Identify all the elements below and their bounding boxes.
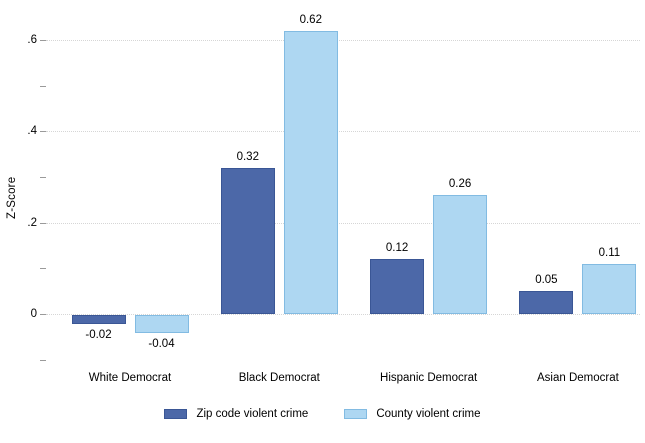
value-label: 0.26 <box>448 178 472 191</box>
gridline <box>46 222 640 224</box>
y-major-tick <box>40 39 46 41</box>
y-minor-tick <box>40 176 46 178</box>
y-tick-label: .4 <box>27 125 37 138</box>
category-label: Black Democrat <box>238 372 320 384</box>
y-minor-tick <box>40 268 46 270</box>
value-label: 0.05 <box>535 274 558 287</box>
legend: Zip code violent crime County violent cri… <box>0 408 645 420</box>
gridline <box>46 314 640 315</box>
value-label: 0.62 <box>299 13 322 26</box>
value-label: 0.32 <box>236 150 259 163</box>
bar-series-2 <box>582 263 637 314</box>
y-minor-tick <box>40 359 46 361</box>
y-minor-tick <box>40 85 46 87</box>
y-major-tick <box>40 131 46 133</box>
category-label: Hispanic Democrat <box>380 372 478 384</box>
legend-swatch <box>344 409 368 419</box>
y-tick-label: .6 <box>27 33 37 46</box>
bar-series-2 <box>433 195 488 314</box>
bar-series-1 <box>220 167 275 314</box>
y-major-tick <box>40 314 46 315</box>
value-label: -0.02 <box>85 329 112 342</box>
legend-item: Zip code violent crime <box>164 408 308 420</box>
bar-series-1 <box>370 259 425 314</box>
gridline <box>46 39 640 41</box>
category-label: Asian Democrat <box>536 372 619 384</box>
bar-series-1 <box>71 315 126 325</box>
y-major-tick <box>40 222 46 224</box>
y-tick-label: .2 <box>27 216 37 229</box>
bar-series-2 <box>134 315 189 334</box>
y-tick-label: 0 <box>30 308 37 320</box>
bar-series-1 <box>519 291 574 314</box>
value-label: 0.11 <box>598 246 621 259</box>
legend-item: County violent crime <box>344 408 481 420</box>
value-label: 0.12 <box>385 242 409 255</box>
legend-swatch <box>164 409 188 419</box>
legend-label: County violent crime <box>376 408 481 420</box>
gridline <box>46 131 640 133</box>
value-label: -0.04 <box>148 338 175 351</box>
legend-label: Zip code violent crime <box>196 408 309 420</box>
category-label: White Democrat <box>88 372 172 384</box>
bar-series-2 <box>283 30 338 314</box>
